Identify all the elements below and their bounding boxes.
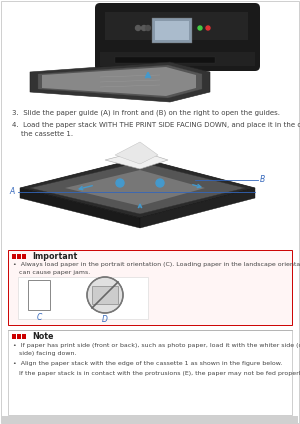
Text: the cassette 1.: the cassette 1. <box>12 131 73 137</box>
Bar <box>28 280 50 310</box>
Text: side) facing down.: side) facing down. <box>13 351 76 356</box>
Polygon shape <box>42 67 196 96</box>
Polygon shape <box>65 170 205 206</box>
Bar <box>12 254 16 259</box>
Text: can cause paper jams.: can cause paper jams. <box>13 270 90 275</box>
Bar <box>152 18 192 43</box>
Polygon shape <box>100 52 255 66</box>
Text: •  Align the paper stack with the edge of the cassette 1 as shown in the figure : • Align the paper stack with the edge of… <box>13 361 282 366</box>
Bar <box>8 330 292 415</box>
Circle shape <box>142 25 146 31</box>
Text: Note: Note <box>32 332 53 341</box>
Bar <box>8 250 292 325</box>
Text: A: A <box>10 187 15 195</box>
Polygon shape <box>105 151 168 169</box>
Bar <box>17 334 21 339</box>
Bar <box>22 254 26 259</box>
Polygon shape <box>105 12 248 40</box>
Text: •  If paper has print side (front or back), such as photo paper, load it with th: • If paper has print side (front or back… <box>13 343 300 348</box>
Text: •  Always load paper in the portrait orientation (C). Loading paper in the lands: • Always load paper in the portrait orie… <box>13 262 300 267</box>
Circle shape <box>198 26 202 30</box>
Text: Important: Important <box>32 252 77 261</box>
Bar <box>92 286 118 304</box>
Bar <box>155 21 189 40</box>
Text: 3.  Slide the paper guide (A) in front and (B) on the right to open the guides.: 3. Slide the paper guide (A) in front an… <box>12 110 280 117</box>
Circle shape <box>116 179 124 187</box>
Circle shape <box>146 25 151 31</box>
Circle shape <box>87 277 123 313</box>
Text: If the paper stack is in contact with the protrusions (E), the paper may not be : If the paper stack is in contact with th… <box>13 371 300 376</box>
Polygon shape <box>38 65 202 98</box>
Polygon shape <box>20 188 140 228</box>
Circle shape <box>156 179 164 187</box>
Text: 4.  Load the paper stack WITH THE PRINT SIDE FACING DOWN, and place it in the ce: 4. Load the paper stack WITH THE PRINT S… <box>12 122 300 128</box>
Text: D: D <box>102 315 108 324</box>
Bar <box>2 416 298 423</box>
Bar <box>17 254 21 259</box>
Polygon shape <box>20 158 255 218</box>
FancyBboxPatch shape <box>95 3 260 71</box>
Polygon shape <box>140 188 255 228</box>
Bar <box>18 277 148 319</box>
Text: B: B <box>260 175 265 184</box>
Bar <box>115 57 215 63</box>
Circle shape <box>206 26 210 30</box>
Bar <box>22 334 26 339</box>
Polygon shape <box>30 162 245 214</box>
Bar <box>12 334 16 339</box>
Polygon shape <box>30 62 210 102</box>
Polygon shape <box>115 142 158 164</box>
Circle shape <box>136 25 140 31</box>
Text: C: C <box>36 313 42 322</box>
